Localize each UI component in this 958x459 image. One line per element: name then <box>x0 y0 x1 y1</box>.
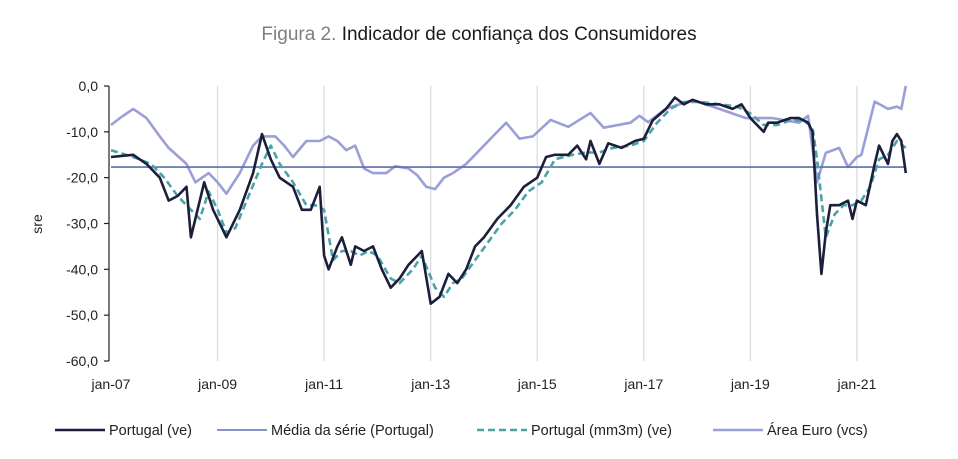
y-tick-label: -60,0 <box>66 353 98 369</box>
x-tick-label: jan-13 <box>410 376 450 392</box>
chart-title: Figura 2. Indicador de confiança dos Con… <box>0 24 958 46</box>
x-tick-label: jan-07 <box>91 376 131 392</box>
x-tick-label: jan-21 <box>836 376 876 392</box>
figure-number: Figura 2. <box>261 24 337 45</box>
series-line-2 <box>110 100 907 299</box>
legend-label: Portugal (ve) <box>109 423 192 439</box>
x-tick-label: jan-09 <box>197 376 237 392</box>
y-tick-label: -10,0 <box>66 124 98 140</box>
y-tick-label: -50,0 <box>66 307 98 323</box>
y-tick-label: -20,0 <box>66 170 98 186</box>
y-axis-label: sre <box>29 214 45 234</box>
x-tick-label: jan-19 <box>730 376 770 392</box>
legend-label: Média da série (Portugal) <box>271 423 434 439</box>
title-text: Indicador de confiança dos Consumidores <box>341 24 697 45</box>
y-tick-label: -40,0 <box>66 261 98 277</box>
legend-label: Portugal (mm3m) (ve) <box>531 423 672 439</box>
legend-label: Área Euro (vcs) <box>767 422 868 439</box>
x-tick-label: jan-15 <box>517 376 557 392</box>
x-tick-label: jan-11 <box>304 376 343 392</box>
series-line-0 <box>110 96 908 306</box>
y-tick-label: -30,0 <box>66 216 98 232</box>
x-tick-label: jan-17 <box>623 376 663 392</box>
y-tick-label: 0,0 <box>79 78 99 94</box>
series-line-3 <box>110 85 908 195</box>
